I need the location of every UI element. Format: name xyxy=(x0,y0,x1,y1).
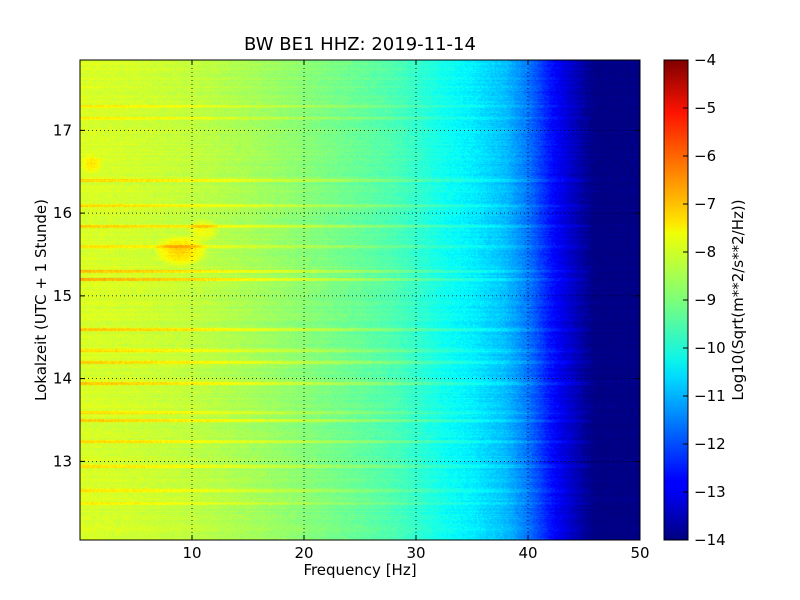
colorbar-tick-label: −8 xyxy=(694,243,716,261)
y-tick-label: 14 xyxy=(53,370,72,388)
x-tick-label: 10 xyxy=(182,544,201,562)
colorbar-tick-label: −10 xyxy=(694,339,726,357)
colorbar-tick-label: −11 xyxy=(694,387,726,405)
x-tick-label: 20 xyxy=(294,544,313,562)
spectrogram-heatmap xyxy=(80,60,640,540)
colorbar-tick-label: −6 xyxy=(694,147,716,165)
colorbar-ticks: −4 −5 −6 −7 −8 −9 −10 −11 −12 −13 −14 xyxy=(683,51,726,549)
chart-title: BW BE1 HHZ: 2019-11-14 xyxy=(244,34,476,55)
colorbar-tick-label: −14 xyxy=(694,531,726,549)
colorbar-tick-label: −12 xyxy=(694,435,726,453)
y-tick-label: 13 xyxy=(53,452,72,470)
x-tick-label: 40 xyxy=(518,544,537,562)
colorbar-tick-label: −4 xyxy=(694,51,716,69)
y-axis-ticks: 13 14 15 16 17 xyxy=(53,121,640,470)
y-tick-label: 17 xyxy=(53,121,72,139)
colorbar-tick-label: −7 xyxy=(694,195,716,213)
colorbar-tick-label: −5 xyxy=(694,99,716,117)
x-axis-ticks: 10 20 30 40 50 xyxy=(182,60,650,562)
y-tick-label: 16 xyxy=(53,204,72,222)
x-tick-label: 50 xyxy=(630,544,649,562)
plot-area: 10 20 30 40 50 13 14 15 16 17 xyxy=(53,59,650,562)
colorbar: −4 −5 −6 −7 −8 −9 −10 −11 −12 −13 −14 xyxy=(663,51,726,549)
plot-frame xyxy=(79,59,641,541)
colorbar-tick-label: −13 xyxy=(694,483,726,501)
x-tick-label: 30 xyxy=(406,544,425,562)
x-axis-label: Frequency [Hz] xyxy=(303,561,417,579)
grid-lines xyxy=(80,60,640,540)
y-tick-label: 15 xyxy=(53,287,72,305)
colorbar-tick-label: −9 xyxy=(694,291,716,309)
